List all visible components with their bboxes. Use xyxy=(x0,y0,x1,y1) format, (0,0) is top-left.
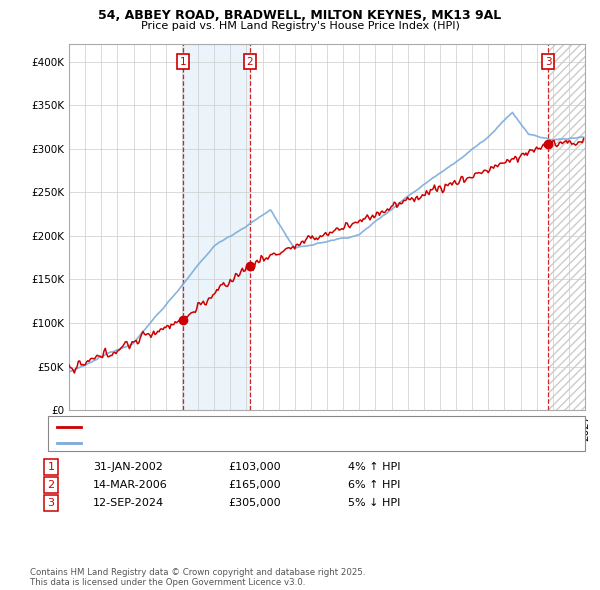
Text: 1: 1 xyxy=(180,57,187,67)
Text: £305,000: £305,000 xyxy=(228,498,281,507)
Text: Price paid vs. HM Land Registry's House Price Index (HPI): Price paid vs. HM Land Registry's House … xyxy=(140,21,460,31)
Text: 2: 2 xyxy=(247,57,253,67)
Text: 3: 3 xyxy=(545,57,551,67)
Text: 3: 3 xyxy=(47,498,55,507)
Text: 31-JAN-2002: 31-JAN-2002 xyxy=(93,463,163,472)
Bar xyxy=(548,44,585,410)
Text: £103,000: £103,000 xyxy=(228,463,281,472)
Text: 14-MAR-2006: 14-MAR-2006 xyxy=(93,480,168,490)
Text: HPI: Average price, semi-detached house, Milton Keynes: HPI: Average price, semi-detached house,… xyxy=(86,438,354,448)
Text: Contains HM Land Registry data © Crown copyright and database right 2025.
This d: Contains HM Land Registry data © Crown c… xyxy=(30,568,365,587)
Text: 54, ABBEY ROAD, BRADWELL, MILTON KEYNES, MK13 9AL: 54, ABBEY ROAD, BRADWELL, MILTON KEYNES,… xyxy=(98,9,502,22)
Text: £165,000: £165,000 xyxy=(228,480,281,490)
Text: 6% ↑ HPI: 6% ↑ HPI xyxy=(348,480,400,490)
Bar xyxy=(183,44,250,410)
Text: 12-SEP-2024: 12-SEP-2024 xyxy=(93,498,164,507)
Text: 54, ABBEY ROAD, BRADWELL, MILTON KEYNES, MK13 9AL (semi-detached house): 54, ABBEY ROAD, BRADWELL, MILTON KEYNES,… xyxy=(86,422,470,431)
Text: 5% ↓ HPI: 5% ↓ HPI xyxy=(348,498,400,507)
Text: 2: 2 xyxy=(47,480,55,490)
Text: 4% ↑ HPI: 4% ↑ HPI xyxy=(348,463,401,472)
Bar xyxy=(548,44,585,410)
Text: 1: 1 xyxy=(47,463,55,472)
